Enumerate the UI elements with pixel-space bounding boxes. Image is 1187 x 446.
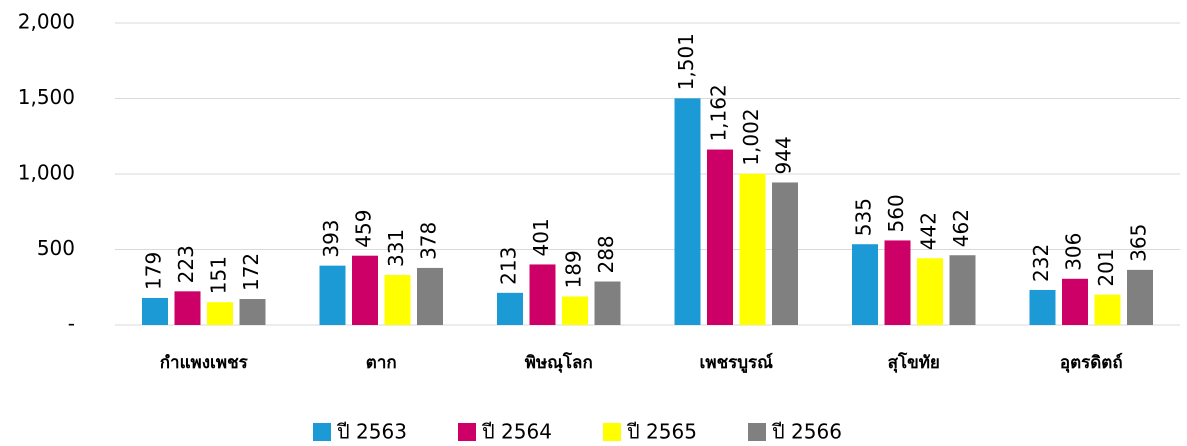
bar xyxy=(142,297,168,325)
data-label: 1,162 xyxy=(707,84,731,141)
bar xyxy=(529,264,556,325)
bar xyxy=(949,255,976,325)
legend-swatch xyxy=(603,423,621,441)
bar xyxy=(562,296,588,325)
legend-label: ปี 2563 xyxy=(337,420,407,444)
x-tick-label: กำแพงเพชร xyxy=(160,353,249,373)
data-label: 365 xyxy=(1127,224,1151,262)
data-label: 401 xyxy=(529,218,553,256)
bar xyxy=(1094,294,1121,325)
data-label: 1,002 xyxy=(739,108,763,165)
bar xyxy=(1127,269,1153,325)
data-label: 1,501 xyxy=(674,33,698,90)
legend-label: ปี 2564 xyxy=(482,420,552,444)
bar xyxy=(917,258,943,325)
data-label: 172 xyxy=(239,253,263,291)
bar xyxy=(352,255,378,325)
data-label: 393 xyxy=(319,219,343,257)
data-label: 201 xyxy=(1094,248,1118,286)
bar xyxy=(674,98,701,325)
data-label: 944 xyxy=(772,136,796,174)
data-label: 462 xyxy=(949,209,973,247)
legend-swatch xyxy=(748,423,766,441)
x-tick-label: สุโขทัย xyxy=(888,352,940,373)
data-label: 442 xyxy=(917,212,941,250)
data-label: 378 xyxy=(417,222,441,260)
x-tick-label: พิษณุโลก xyxy=(525,352,593,373)
bar xyxy=(207,302,233,325)
data-label: 560 xyxy=(884,194,908,232)
data-label: 151 xyxy=(207,256,231,294)
bar xyxy=(319,265,346,325)
bar xyxy=(239,299,266,325)
bar xyxy=(384,275,411,325)
bar xyxy=(707,149,733,325)
y-tick-label: 500 xyxy=(37,236,75,260)
bar xyxy=(884,240,911,325)
data-label: 459 xyxy=(352,210,376,248)
legend-swatch xyxy=(313,423,331,441)
y-tick-label: - xyxy=(68,312,75,336)
y-tick-label: 1,000 xyxy=(18,161,75,185)
data-label: 179 xyxy=(142,252,166,290)
bar xyxy=(1029,289,1056,325)
data-label: 232 xyxy=(1029,244,1053,282)
data-label: 331 xyxy=(384,229,408,267)
data-label: 535 xyxy=(852,198,876,236)
bar xyxy=(772,182,798,325)
legend-label: ปี 2566 xyxy=(772,420,842,444)
data-label: 288 xyxy=(594,235,618,273)
x-tick-label: ตาก xyxy=(366,353,397,373)
bar xyxy=(594,281,621,325)
bar xyxy=(852,244,878,325)
y-tick-label: 2,000 xyxy=(18,10,75,34)
data-label: 306 xyxy=(1062,233,1086,271)
data-label: 213 xyxy=(497,247,521,285)
bar xyxy=(174,291,201,325)
x-tick-label: เพชรบูรณ์ xyxy=(700,352,774,374)
y-tick-label: 1,500 xyxy=(18,85,75,109)
legend-label: ปี 2565 xyxy=(627,420,697,444)
bar xyxy=(1062,278,1088,325)
legend-swatch xyxy=(458,423,476,441)
bar xyxy=(739,173,766,325)
data-label: 189 xyxy=(562,250,586,288)
bar xyxy=(497,292,523,325)
data-label: 223 xyxy=(174,245,198,283)
bar xyxy=(417,267,443,325)
x-tick-label: อุตรดิตถ์ xyxy=(1060,352,1123,373)
